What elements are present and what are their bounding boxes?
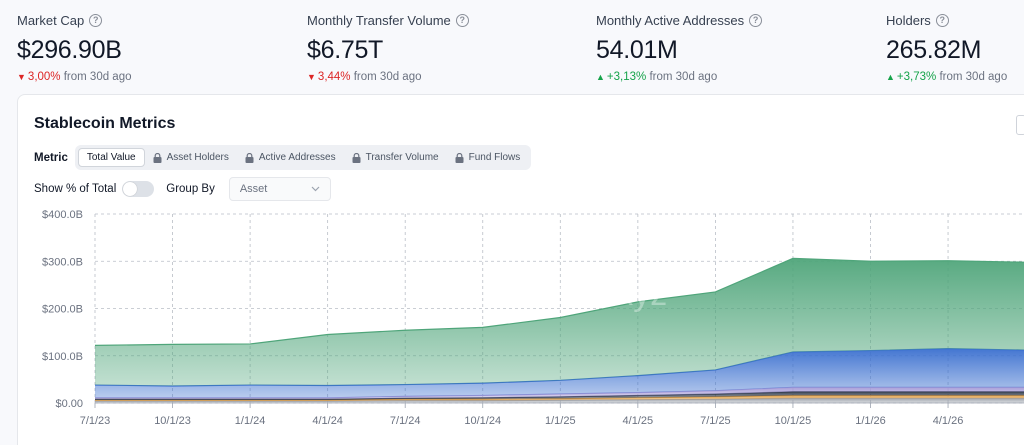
stat-suffix: from 30d ago — [63, 71, 132, 83]
triangle-down-icon: ▼ — [307, 72, 316, 82]
group-by-value: Asset — [239, 183, 268, 195]
tab-label: Total Value — [86, 152, 136, 163]
help-icon[interactable]: ? — [749, 13, 763, 27]
metric-tabs: Total Value Asset Holders Active Address… — [74, 145, 532, 170]
group-by-select[interactable]: Asset — [228, 177, 331, 201]
chart-controls: Show % of Total Group By Asset — [34, 177, 331, 201]
stat-value: 54.01M — [596, 36, 678, 64]
stat-change: 3,44% — [317, 71, 351, 83]
tab-label: Transfer Volume — [365, 152, 439, 163]
stat-change: +3,13% — [606, 71, 647, 83]
stat-monthly-transfer-volume: Monthly Transfer Volume? $6.75T ▼ 3,44% f… — [307, 12, 469, 83]
lock-icon — [455, 152, 464, 163]
stat-change: +3,73% — [896, 71, 937, 83]
stat-suffix: from 30d ago — [649, 71, 718, 83]
stablecoin-metrics-card: Stablecoin Metrics Metric Total Value As… — [17, 94, 1024, 445]
tab-total-value[interactable]: Total Value — [77, 148, 145, 167]
tab-label: Asset Holders — [166, 152, 229, 163]
tab-asset-holders[interactable]: Asset Holders — [145, 148, 237, 167]
tab-fund-flows[interactable]: Fund Flows — [447, 148, 529, 167]
tab-label: Fund Flows — [468, 152, 521, 163]
metric-selector: Metric Total Value Asset Holders Active … — [34, 145, 532, 170]
stat-label: Monthly Transfer Volume — [307, 12, 451, 28]
help-icon[interactable]: ? — [935, 13, 949, 27]
stat-value: 265.82M — [886, 36, 982, 64]
help-icon[interactable]: ? — [89, 13, 103, 27]
group-by-label: Group By — [166, 183, 215, 195]
stat-label: Market Cap — [17, 12, 85, 28]
stat-change: 3,00% — [27, 71, 61, 83]
card-title: Stablecoin Metrics — [34, 115, 176, 132]
tab-active-addresses[interactable]: Active Addresses — [237, 148, 344, 167]
help-icon[interactable]: ? — [455, 13, 469, 27]
lock-icon — [352, 152, 361, 163]
stat-label: Holders — [886, 12, 931, 28]
stat-value: $296.90B — [17, 36, 122, 64]
stat-market-cap: Market Cap? $296.90B ▼ 3,00% from 30d ago — [17, 12, 132, 84]
tab-transfer-volume[interactable]: Transfer Volume — [344, 148, 447, 167]
toggle-knob — [123, 182, 138, 196]
chevron-down-icon — [311, 186, 320, 192]
stat-suffix: from 30d ago — [939, 71, 1008, 83]
tab-label: Active Addresses — [258, 152, 336, 163]
triangle-up-icon: ▲ — [886, 72, 895, 82]
triangle-up-icon: ▲ — [596, 72, 605, 82]
stat-holders: Holders? 265.82M ▲ +3,73% from 30d ago — [886, 12, 1008, 84]
stat-suffix: from 30d ago — [353, 71, 422, 83]
stats-row: Market Cap? $296.90B ▼ 3,00% from 30d ago… — [0, 0, 1024, 92]
stat-value: $6.75T — [307, 36, 384, 64]
show-percent-toggle[interactable] — [122, 181, 155, 197]
triangle-down-icon: ▼ — [17, 72, 26, 82]
stat-label: Monthly Active Addresses — [596, 12, 745, 28]
lock-icon — [245, 152, 254, 163]
lock-icon — [153, 152, 162, 163]
menu-button[interactable] — [1016, 115, 1024, 135]
metric-label: Metric — [34, 151, 68, 164]
show-percent-label: Show % of Total — [34, 183, 117, 195]
stat-monthly-active-addresses: Monthly Active Addresses? 54.01M ▲ +3,13%… — [596, 12, 763, 83]
